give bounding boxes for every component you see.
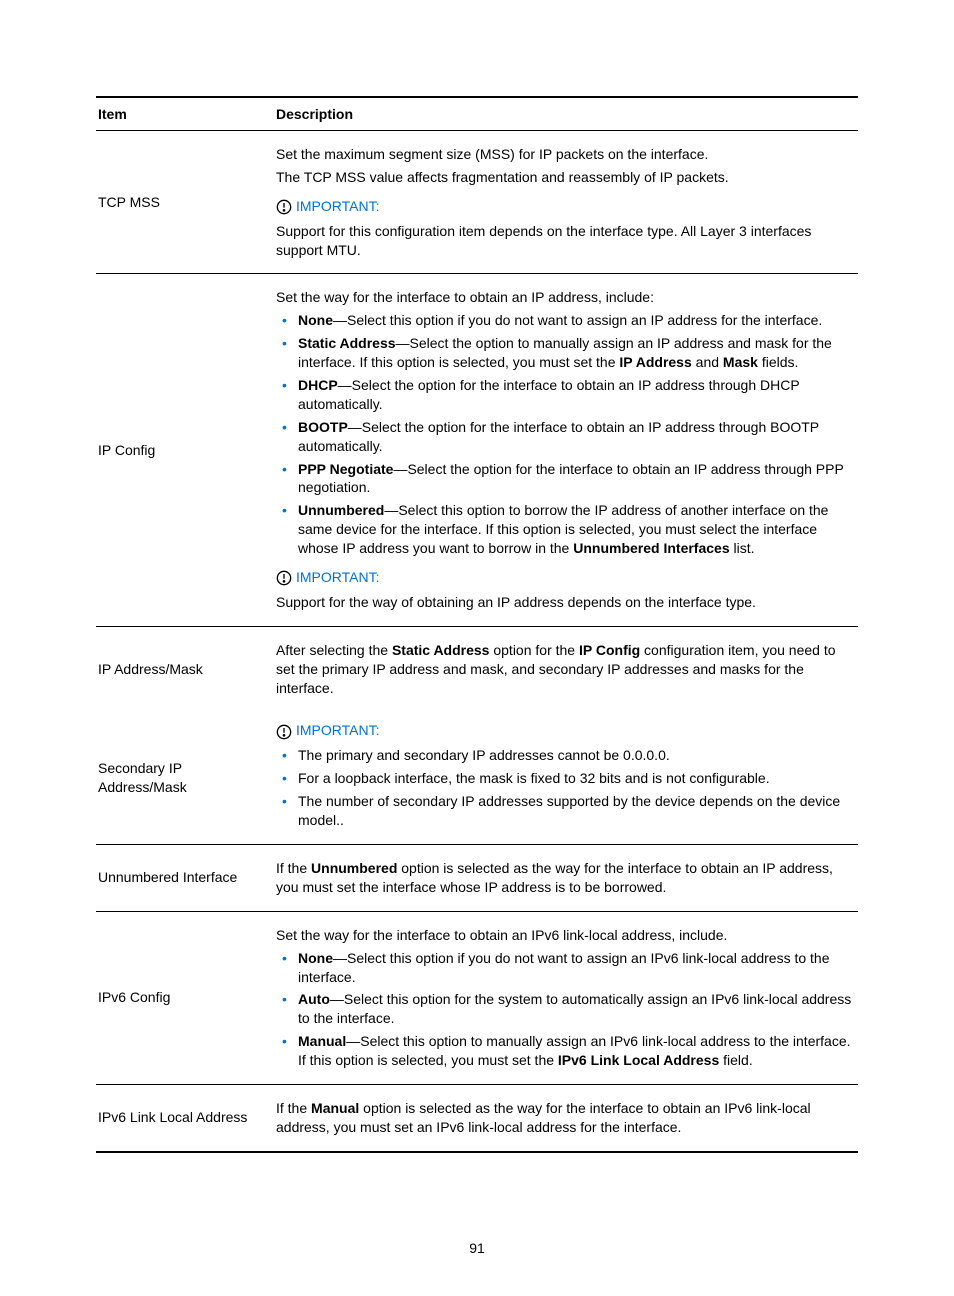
t: option for the (489, 642, 579, 658)
opt-text: fields. (758, 354, 798, 370)
opt-bold: IPv6 Link Local Address (558, 1052, 719, 1068)
row-ip-config: IP Config Set the way for the interface … (96, 274, 858, 626)
row-tcp-mss: TCP MSS Set the maximum segment size (MS… (96, 131, 858, 274)
opt-text: and (692, 354, 723, 370)
text: Support for this configuration item depe… (276, 222, 852, 260)
list-item: None—Select this option if you do not wa… (298, 949, 852, 987)
item-unnumbered-if: Unnumbered Interface (96, 844, 274, 911)
row-unnumbered-if: Unnumbered Interface If the Unnumbered o… (96, 844, 858, 911)
text: If the Manual option is selected as the … (276, 1099, 852, 1137)
opt-name: None (298, 312, 333, 328)
list-item: PPP Negotiate—Select the option for the … (298, 460, 852, 498)
item-tcp-mss: TCP MSS (96, 131, 274, 274)
text: The TCP MSS value affects fragmentation … (276, 168, 852, 187)
row-ipv6-config: IPv6 Config Set the way for the interfac… (96, 911, 858, 1084)
row-ip-address: IP Address/Mask After selecting the Stat… (96, 626, 858, 711)
opt-bold: Unnumbered Interfaces (573, 540, 729, 556)
opt-text: —Select this option for the system to au… (298, 991, 851, 1026)
important-callout: IMPORTANT: (276, 197, 380, 216)
table-header-row: Item Description (96, 97, 858, 131)
list-item: The primary and secondary IP addresses c… (298, 746, 852, 765)
text: Set the way for the interface to obtain … (276, 288, 852, 307)
bullet-list: None—Select this option if you do not wa… (276, 311, 852, 558)
b: Static Address (392, 642, 490, 658)
text: Set the way for the interface to obtain … (276, 926, 852, 945)
b: IP Config (579, 642, 640, 658)
important-label: IMPORTANT: (296, 721, 380, 740)
row-secondary-ip: Secondary IP Address/Mask IMPORTANT: The… (96, 711, 858, 844)
important-label: IMPORTANT: (296, 568, 380, 587)
desc-ip-address: After selecting the Static Address optio… (274, 626, 858, 711)
desc-tcp-mss: Set the maximum segment size (MSS) for I… (274, 131, 858, 274)
row-ipv6-lla: IPv6 Link Local Address If the Manual op… (96, 1084, 858, 1151)
opt-name: Static Address (298, 335, 396, 351)
list-item: BOOTP—Select the option for the interfac… (298, 418, 852, 456)
opt-text: —Select this option if you do not want t… (298, 950, 830, 985)
opt-name: Unnumbered (298, 502, 384, 518)
opt-text: —Select this option if you do not want t… (333, 312, 822, 328)
text: Support for the way of obtaining an IP a… (276, 593, 852, 612)
page-number: 91 (0, 1240, 954, 1256)
col-header-desc: Description (274, 97, 858, 131)
opt-text: list. (730, 540, 755, 556)
opt-name: Auto (298, 991, 330, 1007)
alert-icon (276, 721, 292, 740)
list-item: None—Select this option if you do not wa… (298, 311, 852, 330)
opt-bold: Mask (723, 354, 758, 370)
b: Manual (311, 1100, 359, 1116)
opt-name: Manual (298, 1033, 346, 1049)
bullet-list: The primary and secondary IP addresses c… (276, 746, 852, 830)
desc-ip-config: Set the way for the interface to obtain … (274, 274, 858, 626)
opt-name: BOOTP (298, 419, 348, 435)
item-ipv6-lla: IPv6 Link Local Address (96, 1084, 274, 1151)
desc-unnumbered-if: If the Unnumbered option is selected as … (274, 844, 858, 911)
desc-ipv6-config: Set the way for the interface to obtain … (274, 911, 858, 1084)
item-ip-config: IP Config (96, 274, 274, 626)
list-item: The number of secondary IP addresses sup… (298, 792, 852, 830)
alert-icon (276, 568, 292, 587)
important-label: IMPORTANT: (296, 197, 380, 216)
opt-text: —Select the option for the interface to … (298, 419, 819, 454)
opt-text: field. (719, 1052, 752, 1068)
t: If the (276, 1100, 311, 1116)
col-header-item: Item (96, 97, 274, 131)
important-callout: IMPORTANT: (276, 721, 380, 740)
list-item: Auto—Select this option for the system t… (298, 990, 852, 1028)
opt-name: DHCP (298, 377, 338, 393)
opt-name: PPP Negotiate (298, 461, 393, 477)
list-item: Manual—Select this option to manually as… (298, 1032, 852, 1070)
t: If the (276, 860, 311, 876)
text: After selecting the Static Address optio… (276, 641, 852, 698)
desc-ipv6-lla: If the Manual option is selected as the … (274, 1084, 858, 1151)
item-ipv6-config: IPv6 Config (96, 911, 274, 1084)
opt-text: —Select the option for the interface to … (298, 377, 799, 412)
important-callout: IMPORTANT: (276, 568, 380, 587)
text: Set the maximum segment size (MSS) for I… (276, 145, 852, 164)
item-secondary-ip: Secondary IP Address/Mask (96, 711, 274, 844)
config-table: Item Description TCP MSS Set the maximum… (96, 96, 858, 1153)
document-page: Item Description TCP MSS Set the maximum… (0, 0, 954, 1296)
alert-icon (276, 197, 292, 216)
list-item: For a loopback interface, the mask is fi… (298, 769, 852, 788)
list-item: DHCP—Select the option for the interface… (298, 376, 852, 414)
opt-name: None (298, 950, 333, 966)
bullet-list: None—Select this option if you do not wa… (276, 949, 852, 1070)
desc-secondary-ip: IMPORTANT: The primary and secondary IP … (274, 711, 858, 844)
item-ip-address: IP Address/Mask (96, 626, 274, 711)
opt-bold: IP Address (619, 354, 691, 370)
text: If the Unnumbered option is selected as … (276, 859, 852, 897)
list-item: Unnumbered—Select this option to borrow … (298, 501, 852, 558)
t: After selecting the (276, 642, 392, 658)
b: Unnumbered (311, 860, 397, 876)
list-item: Static Address—Select the option to manu… (298, 334, 852, 372)
